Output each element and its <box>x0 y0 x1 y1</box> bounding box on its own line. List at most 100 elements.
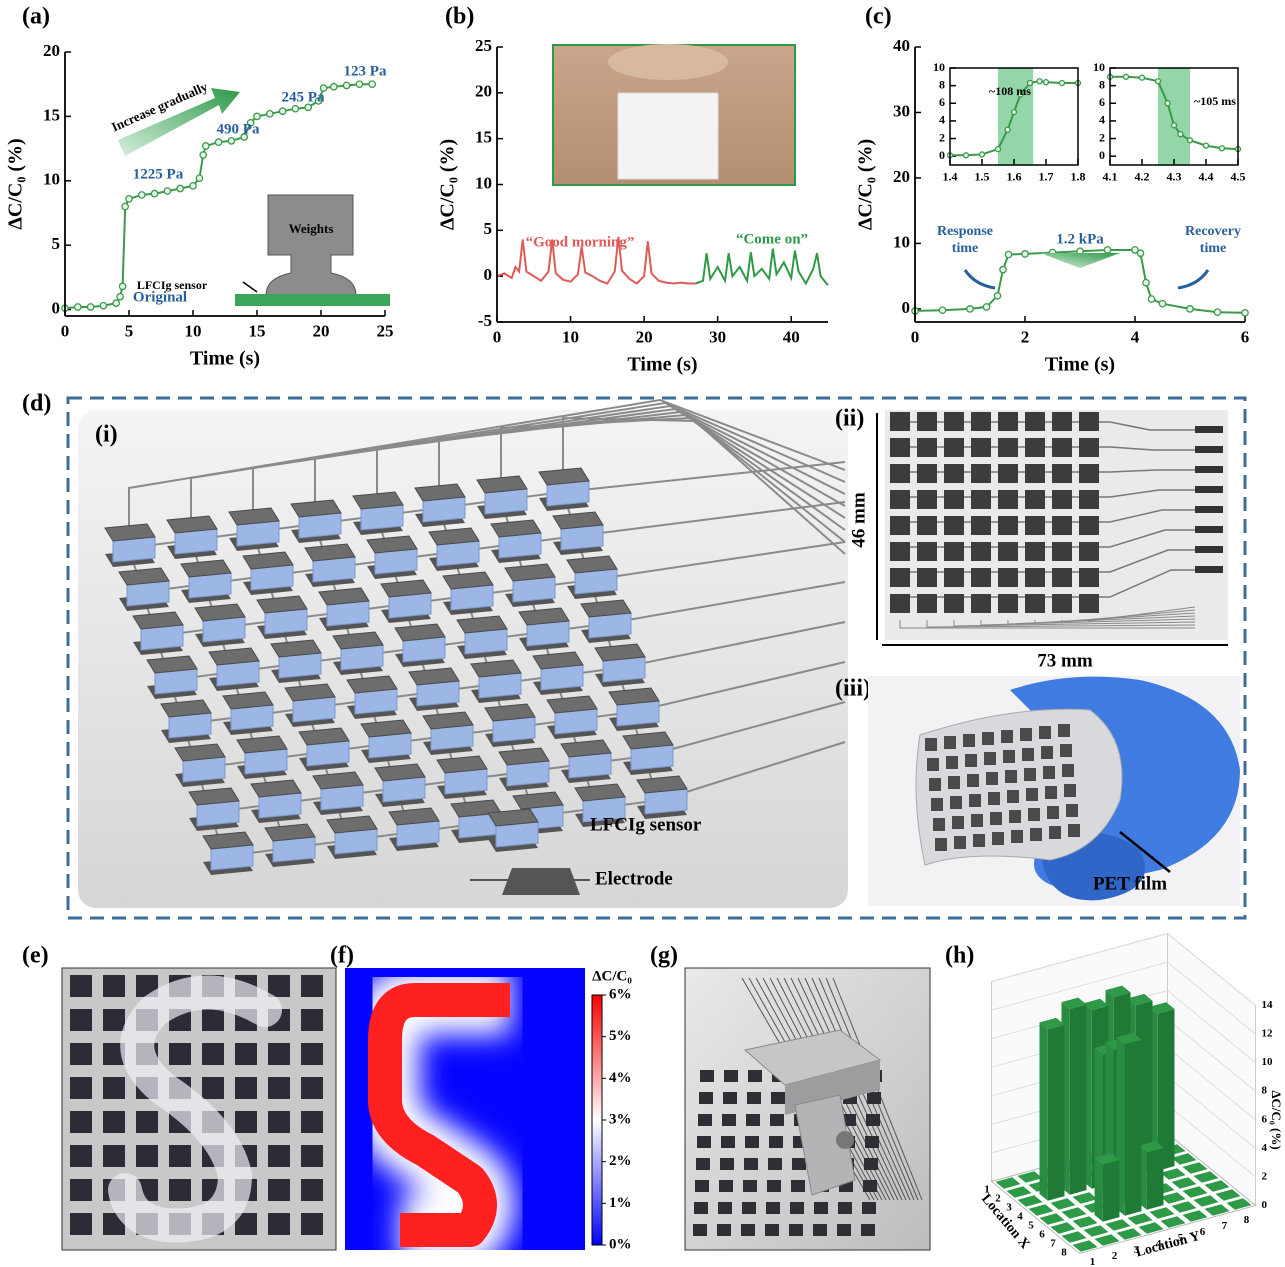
electrode <box>498 747 550 766</box>
pad <box>792 1158 806 1170</box>
data-point <box>993 291 1002 300</box>
x-tick-label: 10 <box>185 322 202 341</box>
pad <box>864 1158 878 1170</box>
x-tick-label: 1.8 <box>1071 169 1086 183</box>
pad <box>890 542 910 561</box>
pad <box>235 1111 257 1133</box>
bar-top <box>1204 1180 1230 1192</box>
data-point <box>304 103 313 112</box>
bar-top <box>1083 1225 1109 1237</box>
x-tick-label: 4.4 <box>1199 169 1214 183</box>
panel-label: (g) <box>650 943 678 969</box>
electrode <box>290 499 342 518</box>
y-axis-label: ΔC/C₀ (%) <box>5 138 27 229</box>
data-point <box>278 107 287 116</box>
x-tick-label: 20 <box>313 322 330 341</box>
pad <box>998 490 1018 509</box>
pad <box>235 1077 257 1099</box>
pad <box>70 1009 92 1031</box>
pad <box>935 838 947 851</box>
data-point <box>1010 108 1018 116</box>
data-point <box>314 97 323 105</box>
bar-top <box>1138 1222 1164 1234</box>
annotation: 123 Pa <box>344 63 387 79</box>
wire <box>128 398 846 528</box>
bar-top <box>1050 1198 1076 1210</box>
connector-pin <box>1195 526 1223 533</box>
bar <box>1215 1189 1241 1201</box>
colorbar-tick-label: 1% <box>609 1195 632 1211</box>
y-tick-label: 4 <box>1099 113 1105 127</box>
bar-top <box>1039 1017 1065 1030</box>
connector-pin <box>1195 546 1223 553</box>
bar-top <box>1193 1195 1219 1207</box>
data-point <box>1042 78 1050 86</box>
bar <box>1204 1180 1230 1192</box>
data-line <box>695 248 829 286</box>
electrode <box>188 787 240 806</box>
data-point <box>1036 78 1043 85</box>
data-point <box>118 282 127 291</box>
pad <box>927 758 939 771</box>
bar-top <box>1105 1219 1131 1231</box>
bar <box>995 1177 1021 1189</box>
bar-side <box>1039 1022 1048 1201</box>
bar-top <box>1083 998 1109 1011</box>
pad <box>718 1202 732 1214</box>
y-tick-label: 5 <box>52 234 61 253</box>
pad <box>1025 464 1045 483</box>
pad <box>917 542 937 561</box>
z-tick-label: 12 <box>1262 1028 1274 1040</box>
pad <box>700 1070 714 1082</box>
pad <box>971 438 991 457</box>
electrode <box>160 699 212 718</box>
x-tick-label: 10 <box>562 328 579 347</box>
pad <box>769 1136 783 1148</box>
pad <box>202 1077 224 1099</box>
bar-top <box>1215 1189 1241 1201</box>
pad <box>948 776 960 789</box>
y-tick-label: 5 <box>1178 1232 1184 1244</box>
x-tick-label: 0 <box>493 328 502 347</box>
pad <box>268 1179 290 1201</box>
connector-pin <box>1195 506 1223 513</box>
inset-label: LFCIg sensor <box>137 278 208 292</box>
bar <box>1182 1162 1208 1174</box>
pad <box>744 1158 758 1170</box>
y-tick-label: 20 <box>43 41 60 60</box>
pad <box>1068 824 1080 837</box>
pad <box>103 1043 125 1065</box>
data-point <box>1136 249 1145 258</box>
pad <box>917 516 937 535</box>
bar <box>1028 1204 1054 1216</box>
data-point <box>1004 250 1013 259</box>
electrode <box>366 535 418 554</box>
electrode <box>250 779 302 798</box>
electrode <box>580 599 632 618</box>
heatmap-hot <box>368 983 510 1247</box>
weight-shape <box>265 194 357 296</box>
data-point <box>1021 250 1029 258</box>
electrode <box>388 807 440 826</box>
data-point <box>342 81 351 90</box>
pad <box>1062 764 1074 777</box>
y-tick-label: 3 <box>1134 1244 1140 1256</box>
electrode <box>284 683 336 702</box>
data-point <box>978 151 986 158</box>
bar <box>1039 1017 1065 1201</box>
data-point <box>1154 78 1162 85</box>
pad <box>694 1202 708 1214</box>
sub-label: (iii) <box>835 676 871 702</box>
s-object <box>108 975 282 1243</box>
pad <box>971 490 991 509</box>
data-point <box>319 84 328 92</box>
pad <box>202 1043 224 1065</box>
pad <box>998 464 1018 483</box>
pad <box>890 464 910 483</box>
data-point <box>246 118 255 127</box>
electrode <box>636 775 688 794</box>
data-point <box>240 133 249 141</box>
annotation: Recovery time <box>1185 224 1241 256</box>
pad <box>301 1179 323 1201</box>
electrode <box>538 467 590 486</box>
